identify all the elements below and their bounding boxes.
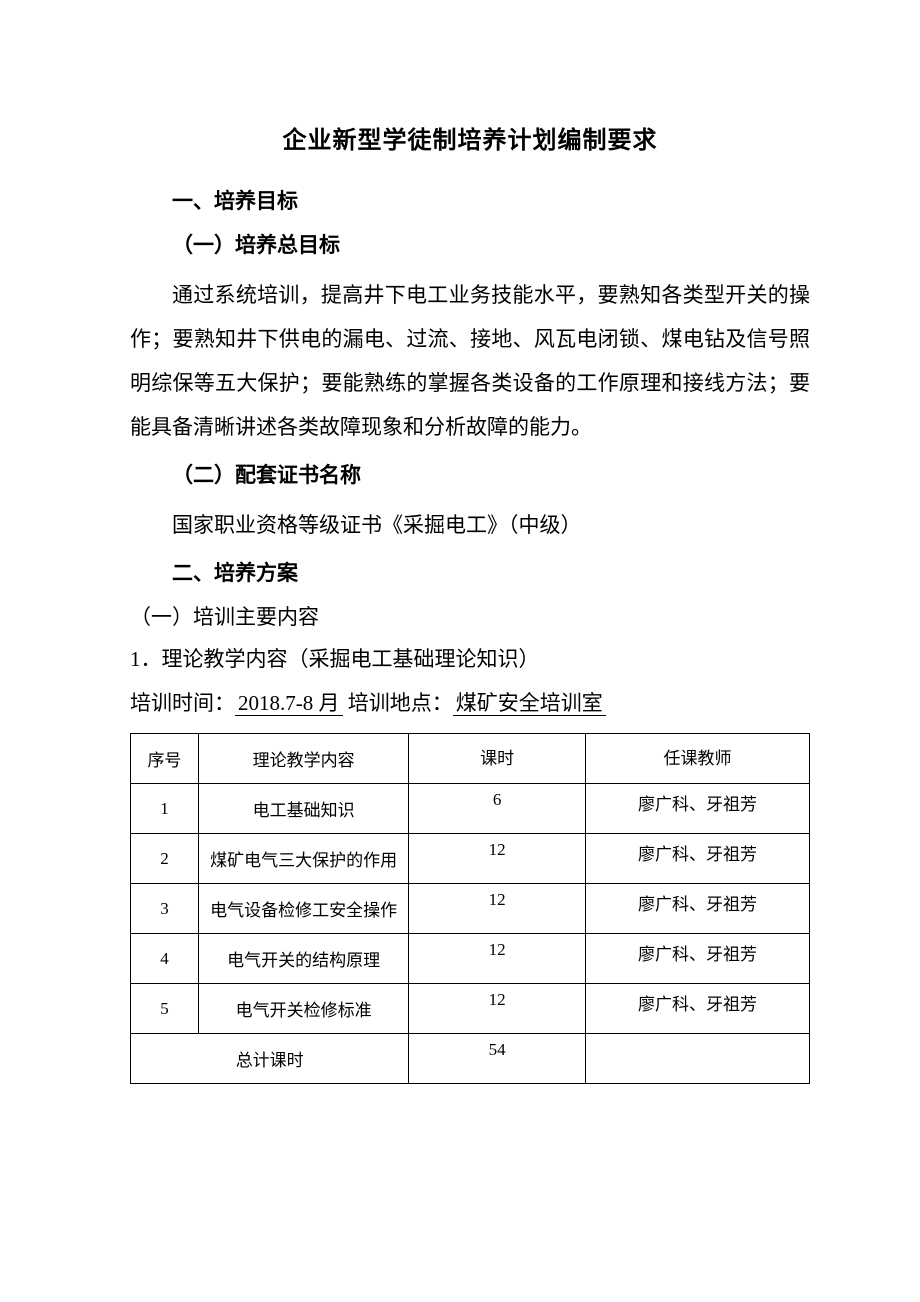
cell-hours: 12 — [409, 934, 586, 984]
meta-place-value: 煤矿安全培训室 — [453, 691, 606, 716]
cell-total-label: 总计课时 — [131, 1034, 409, 1084]
doc-title: 企业新型学徒制培养计划编制要求 — [130, 120, 810, 155]
page: 企业新型学徒制培养计划编制要求 一、培养目标 （一）培养总目标 通过系统培训，提… — [0, 0, 920, 1302]
cell-topic: 电气开关检修标准 — [198, 984, 408, 1034]
cell-total-hours: 54 — [409, 1034, 586, 1084]
table-total-row: 总计课时 54 — [131, 1034, 810, 1084]
table-row: 2 煤矿电气三大保护的作用 12 廖广科、牙祖芳 — [131, 834, 810, 884]
section-1-1-heading: （一）培养总目标 — [130, 229, 810, 259]
section-1-2-heading: （二）配套证书名称 — [130, 459, 810, 489]
cell-index: 3 — [131, 884, 199, 934]
cell-teacher: 廖广科、牙祖芳 — [585, 784, 809, 834]
cell-topic: 电工基础知识 — [198, 784, 408, 834]
section-2-item-1: 1．理论教学内容（采掘电工基础理论知识） — [130, 643, 810, 673]
section-1-2-body: 国家职业资格等级证书《采掘电工》（中级） — [130, 503, 810, 547]
table-header-row: 序号 理论教学内容 课时 任课教师 — [131, 734, 810, 784]
th-index: 序号 — [131, 734, 199, 784]
cell-index: 4 — [131, 934, 199, 984]
th-topic: 理论教学内容 — [198, 734, 408, 784]
cell-index: 1 — [131, 784, 199, 834]
table-row: 5 电气开关检修标准 12 廖广科、牙祖芳 — [131, 984, 810, 1034]
table-row: 1 电工基础知识 6 廖广科、牙祖芳 — [131, 784, 810, 834]
section-1-heading: 一、培养目标 — [130, 185, 810, 215]
section-1-1-body: 通过系统培训，提高井下电工业务技能水平，要熟知各类型开关的操作；要熟知井下供电的… — [130, 273, 810, 449]
table-row: 4 电气开关的结构原理 12 廖广科、牙祖芳 — [131, 934, 810, 984]
cell-hours: 12 — [409, 984, 586, 1034]
section-2-1-sub: （一）培训主要内容 — [130, 601, 810, 631]
meta-time-label: 培训时间： — [130, 691, 235, 715]
cell-teacher: 廖广科、牙祖芳 — [585, 834, 809, 884]
th-teacher: 任课教师 — [585, 734, 809, 784]
cell-hours: 12 — [409, 884, 586, 934]
training-meta: 培训时间：2018.7-8 月 培训地点：煤矿安全培训室 — [130, 687, 810, 717]
table-row: 3 电气设备检修工安全操作 12 廖广科、牙祖芳 — [131, 884, 810, 934]
cell-hours: 6 — [409, 784, 586, 834]
meta-place-label: 培训地点： — [343, 691, 453, 715]
cell-topic: 煤矿电气三大保护的作用 — [198, 834, 408, 884]
meta-time-value: 2018.7-8 月 — [235, 691, 343, 716]
cell-teacher: 廖广科、牙祖芳 — [585, 934, 809, 984]
cell-hours: 12 — [409, 834, 586, 884]
theory-course-table: 序号 理论教学内容 课时 任课教师 1 电工基础知识 6 廖广科、牙祖芳 2 煤… — [130, 733, 810, 1084]
cell-topic: 电气设备检修工安全操作 — [198, 884, 408, 934]
th-hours: 课时 — [409, 734, 586, 784]
cell-teacher: 廖广科、牙祖芳 — [585, 984, 809, 1034]
cell-topic: 电气开关的结构原理 — [198, 934, 408, 984]
cell-teacher: 廖广科、牙祖芳 — [585, 884, 809, 934]
cell-index: 2 — [131, 834, 199, 884]
cell-total-teacher — [585, 1034, 809, 1084]
cell-index: 5 — [131, 984, 199, 1034]
section-2-heading: 二、培养方案 — [130, 557, 810, 587]
